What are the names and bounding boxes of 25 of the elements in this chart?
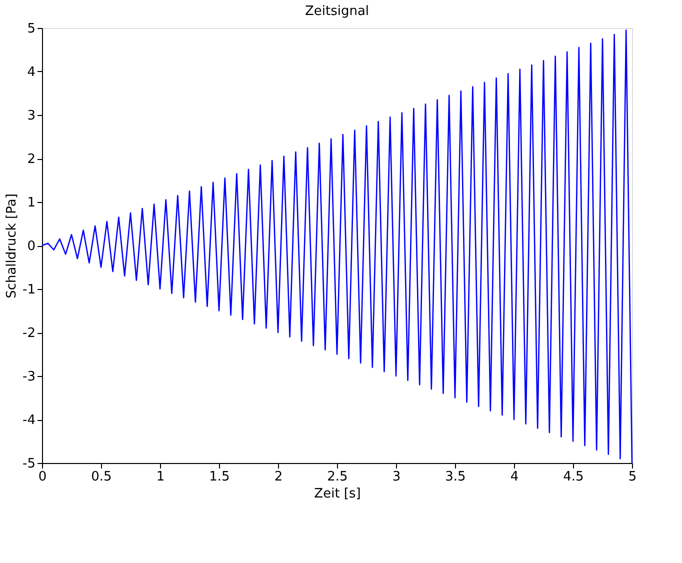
chart-title: Zeitsignal	[304, 4, 370, 19]
x-tick-label: 3.5	[445, 470, 466, 484]
y-tick-label: -1	[22, 282, 36, 298]
y-tick-label: 5	[27, 22, 36, 36]
x-axis-title: Zeit [s]	[314, 486, 361, 502]
x-tick-label: 4.5	[563, 470, 584, 484]
y-tick-label: 0	[27, 239, 36, 254]
x-tick-label: 2.5	[327, 470, 348, 484]
x-tick-label: 0.5	[91, 470, 112, 484]
y-tick-label: 1	[27, 196, 36, 210]
x-tick-label: 3	[392, 470, 401, 484]
y-tick-label: 3	[27, 108, 36, 124]
y-tick-label: 4	[27, 65, 36, 80]
x-tick-label: 5	[628, 470, 637, 484]
y-tick-label: -3	[22, 370, 36, 384]
y-tick-label: -2	[22, 326, 36, 341]
x-tick-label: 1.5	[209, 470, 230, 484]
y-tick-label: 2	[27, 152, 36, 167]
x-tick-label: 1	[156, 470, 165, 484]
y-tick-label: -4	[22, 413, 36, 428]
x-tick-label: 2	[274, 470, 283, 484]
y-axis-title: Schalldruck [Pa]	[4, 194, 20, 298]
y-tick-label: -5	[22, 456, 36, 472]
x-tick-label: 4	[510, 470, 519, 484]
x-tick-label: 0	[38, 470, 47, 484]
